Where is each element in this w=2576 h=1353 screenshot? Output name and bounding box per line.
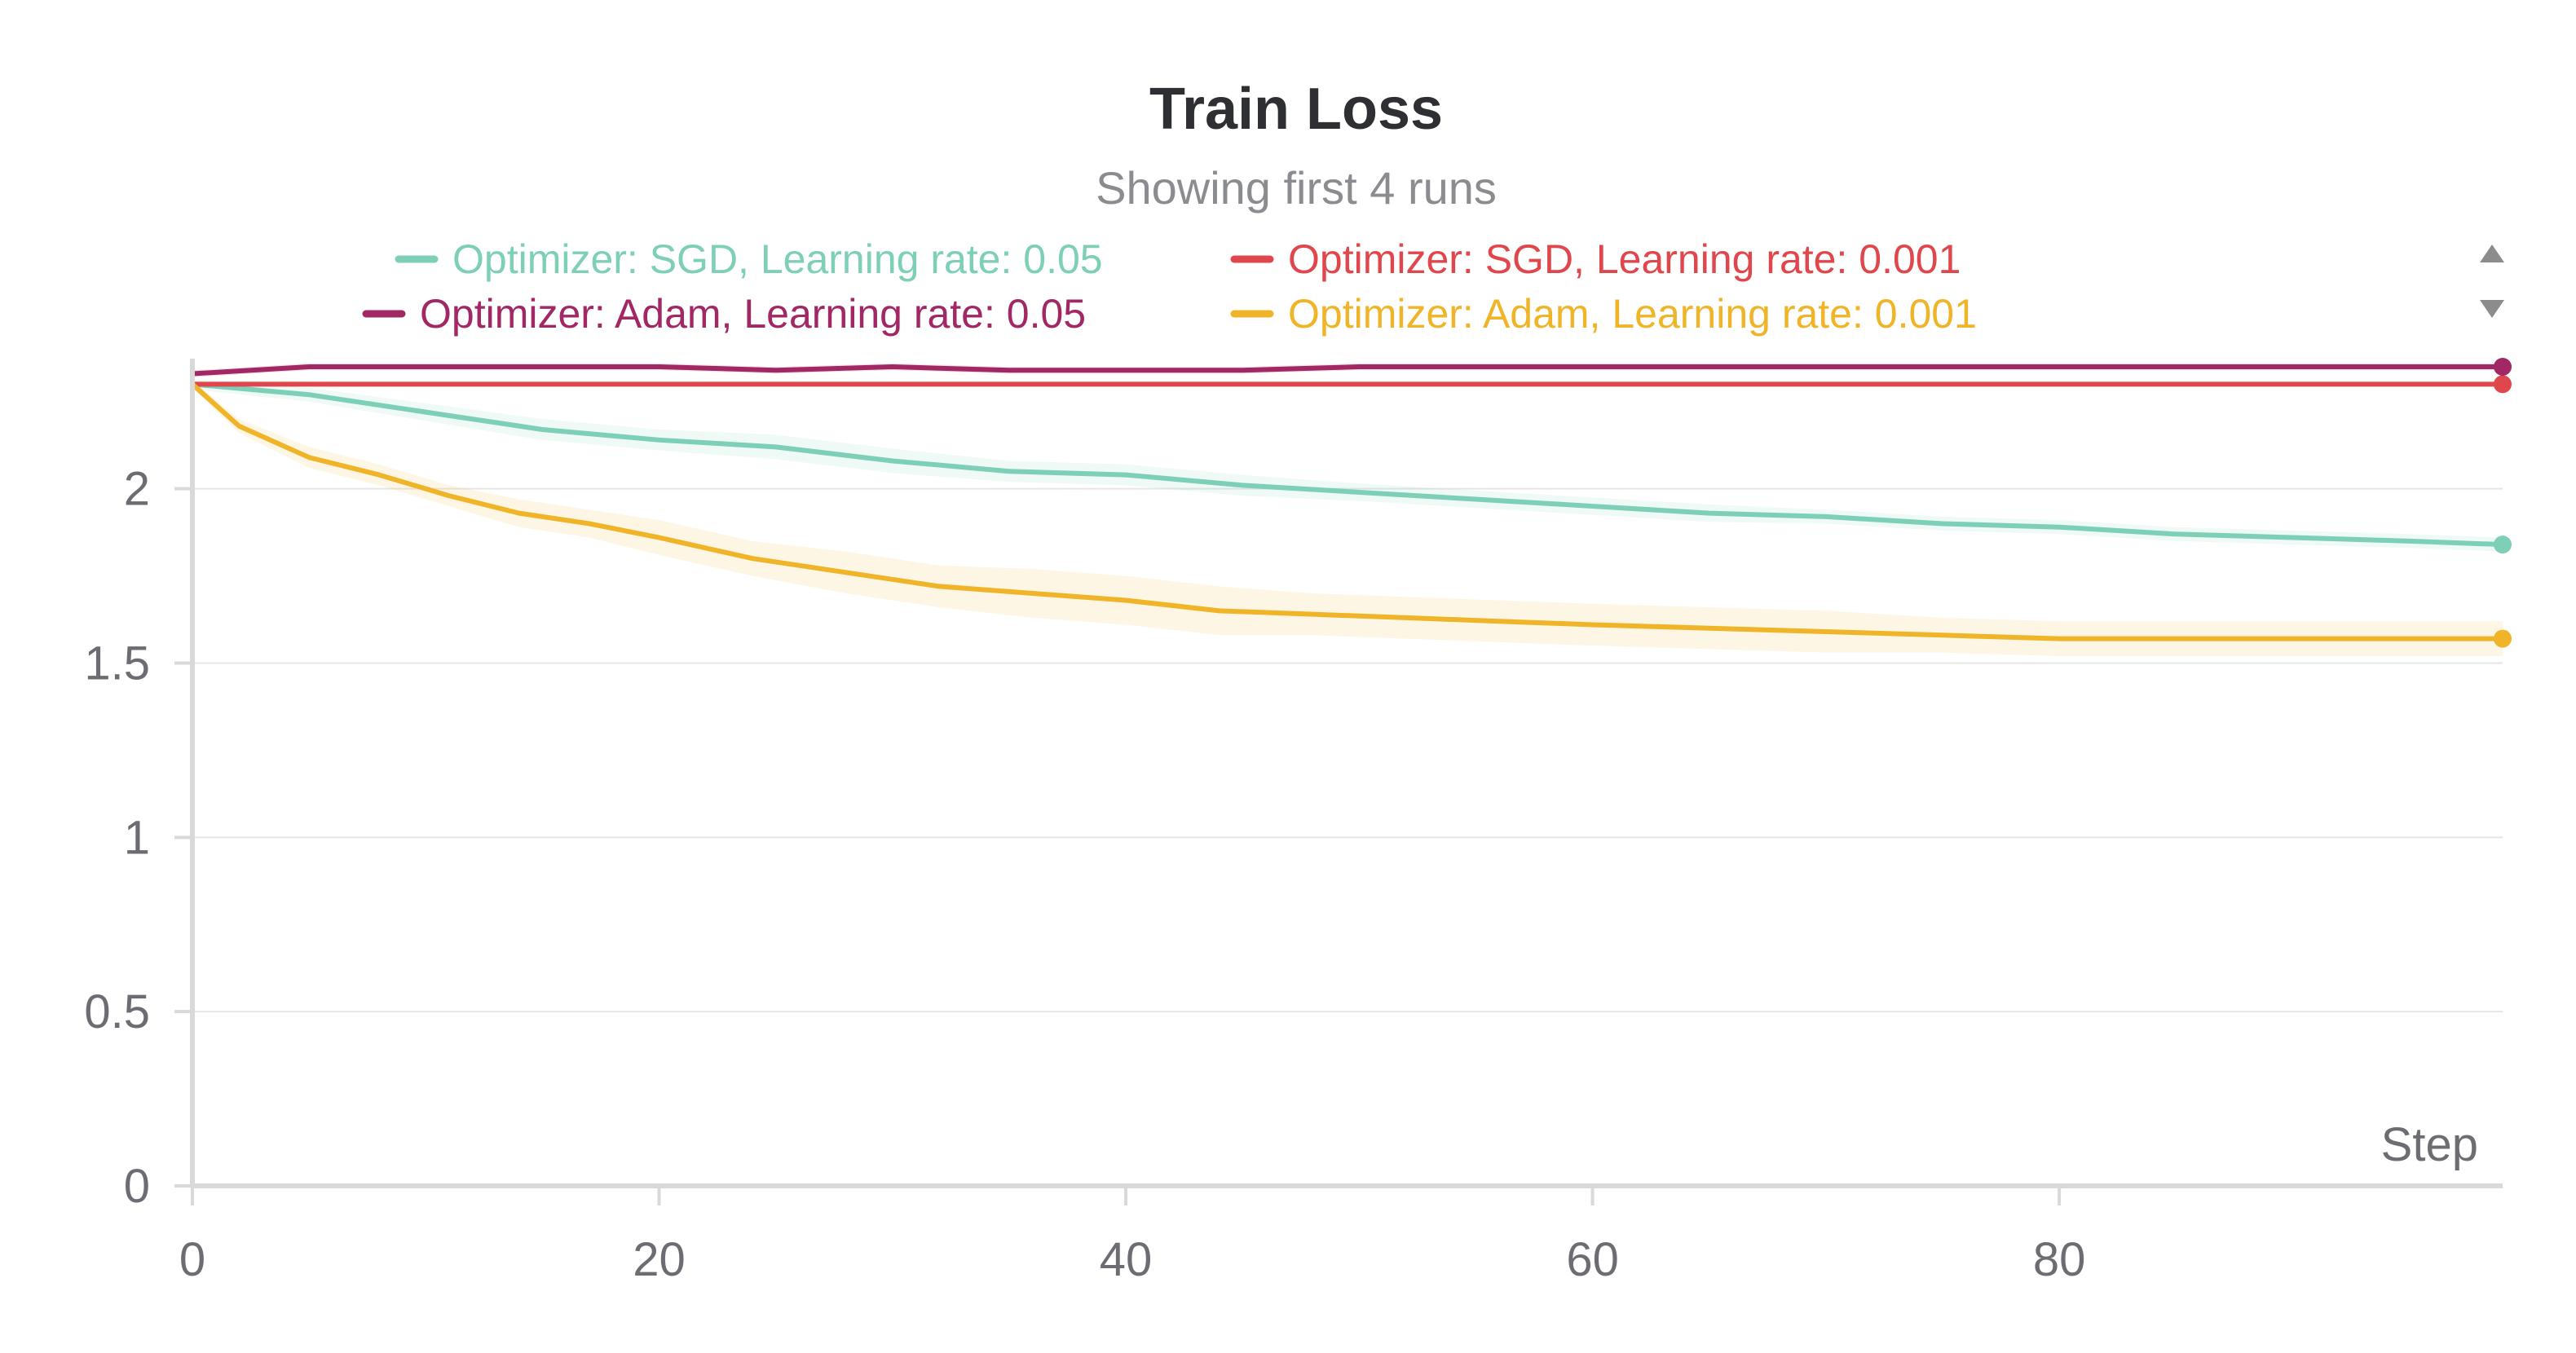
legend-label: Optimizer: SGD, Learning rate: 0.001 — [1288, 236, 1961, 282]
series-endpoint-2 — [2494, 375, 2512, 394]
series-endpoint-4 — [2494, 629, 2512, 648]
x-axis-label: Step — [2381, 1118, 2478, 1171]
series-endpoint-1 — [2494, 535, 2512, 554]
legend-label: Optimizer: Adam, Learning rate: 0.001 — [1288, 291, 1977, 337]
series-band-1 — [192, 378, 2503, 552]
series-line-4 — [190, 381, 2505, 641]
axes — [174, 359, 2503, 1205]
legend-item: Optimizer: SGD, Learning rate: 0.05 — [395, 236, 1103, 282]
y-tick-label: 0 — [124, 1160, 150, 1213]
y-tick-label: 2 — [124, 463, 150, 516]
grid — [192, 487, 2503, 1013]
scroll-down-icon[interactable] — [2480, 300, 2504, 318]
legend-label: Optimizer: SGD, Learning rate: 0.05 — [452, 236, 1103, 282]
series-line-3 — [190, 364, 2505, 377]
series-lines — [190, 364, 2505, 641]
x-tick-label: 60 — [1566, 1233, 1619, 1286]
y-tick-label: 1 — [124, 811, 150, 864]
series-endpoints — [2494, 358, 2512, 648]
x-tick-label: 0 — [179, 1233, 205, 1286]
scroll-up-icon[interactable] — [2480, 245, 2504, 262]
chart-subtitle: Showing first 4 runs — [1096, 162, 1497, 214]
legend-item: Optimizer: Adam, Learning rate: 0.05 — [362, 291, 1086, 337]
legend-item: Optimizer: SGD, Learning rate: 0.001 — [1230, 236, 1961, 282]
legend: Optimizer: SGD, Learning rate: 0.05 Optim… — [362, 236, 1977, 337]
legend-scroll[interactable] — [2480, 245, 2504, 318]
y-tick-label: 1.5 — [84, 637, 150, 690]
legend-item: Optimizer: Adam, Learning rate: 0.001 — [1230, 291, 1977, 337]
x-tick-label: 80 — [2033, 1233, 2086, 1286]
x-tick-label: 40 — [1100, 1233, 1153, 1286]
chart-title: Train Loss — [1149, 77, 1443, 142]
x-tick-label: 20 — [633, 1233, 686, 1286]
confidence-bands — [192, 363, 2503, 656]
series-band-4 — [192, 381, 2503, 656]
legend-label: Optimizer: Adam, Learning rate: 0.05 — [420, 291, 1086, 337]
y-tick-label: 0.5 — [84, 985, 150, 1038]
tick-labels: 00.511.520 20 40 60 80 — [84, 463, 2085, 1286]
series-endpoint-3 — [2494, 358, 2512, 376]
series-line-1 — [190, 381, 2505, 548]
